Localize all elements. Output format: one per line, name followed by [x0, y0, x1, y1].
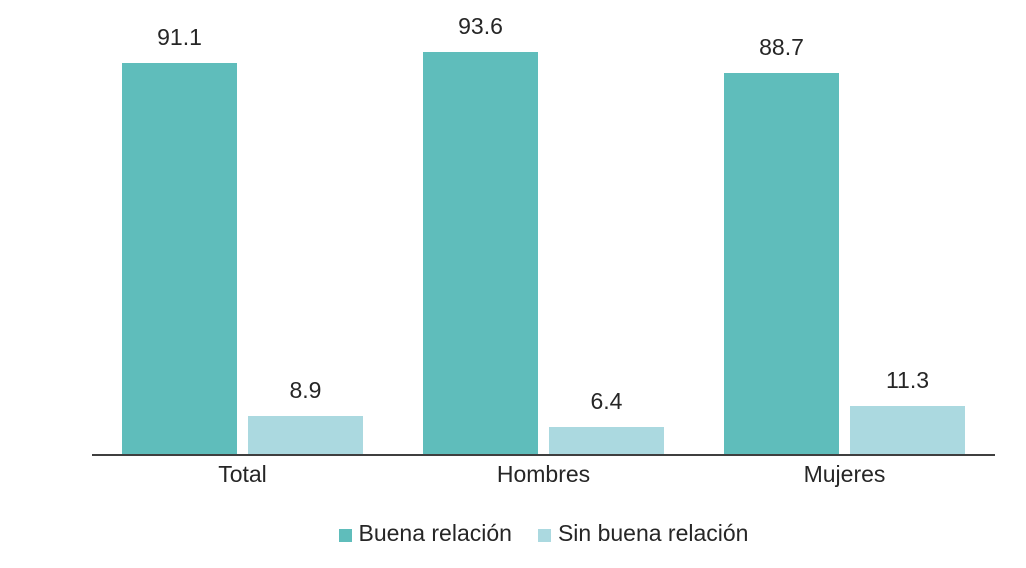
bar-sin-buena-relacion-hombres — [549, 427, 664, 454]
plot-area: 91.1 8.9 93.6 6.4 88.7 11.3 — [92, 0, 995, 454]
legend-item-sin-buena-relacion: Sin buena relación — [537, 520, 749, 547]
bar-buena-relacion-hombres — [423, 52, 538, 454]
x-axis-label-mujeres: Mujeres — [803, 461, 886, 487]
legend-swatch-icon-sin-buena-relacion — [537, 529, 551, 542]
x-axis-line — [92, 454, 995, 456]
data-label-buena-relacion-total: 91.1 — [157, 24, 202, 50]
bar-buena-relacion-total — [122, 63, 237, 454]
bar-group-hombres: 93.6 6.4 — [393, 13, 694, 454]
data-label-sin-buena-relacion-mujeres: 11.3 — [885, 367, 930, 393]
x-axis-label-hombres: Hombres — [496, 461, 591, 487]
bar-cell-buena-relacion-total: 91.1 — [122, 24, 237, 454]
data-label-sin-buena-relacion-total: 8.9 — [289, 377, 322, 403]
x-axis-label-total: Total — [218, 461, 267, 487]
bar-cell-sin-buena-relacion-total: 8.9 — [248, 377, 363, 454]
bar-buena-relacion-mujeres — [724, 73, 839, 454]
bar-cell-buena-relacion-hombres: 93.6 — [423, 13, 538, 454]
bar-cell-buena-relacion-mujeres: 88.7 — [724, 34, 839, 454]
data-label-buena-relacion-hombres: 93.6 — [458, 13, 503, 39]
legend-label-buena-relacion: Buena relación — [358, 520, 512, 546]
bar-sin-buena-relacion-total — [248, 416, 363, 454]
x-axis-labels: Total Hombres Mujeres — [92, 461, 995, 488]
data-label-sin-buena-relacion-hombres: 6.4 — [590, 388, 623, 414]
legend-item-buena-relacion: Buena relación — [338, 520, 512, 547]
bar-group-total: 91.1 8.9 — [92, 24, 393, 454]
legend-swatch-icon-buena-relacion — [338, 529, 352, 542]
bar-group-mujeres: 88.7 11.3 — [694, 34, 995, 454]
legend-label-sin-buena-relacion: Sin buena relación — [557, 520, 749, 546]
data-label-buena-relacion-mujeres: 88.7 — [759, 34, 804, 60]
bar-cell-sin-buena-relacion-hombres: 6.4 — [549, 388, 664, 454]
legend: Buena relación Sin buena relación — [92, 520, 995, 547]
bar-sin-buena-relacion-mujeres — [850, 406, 965, 454]
bar-cell-sin-buena-relacion-mujeres: 11.3 — [850, 367, 965, 454]
